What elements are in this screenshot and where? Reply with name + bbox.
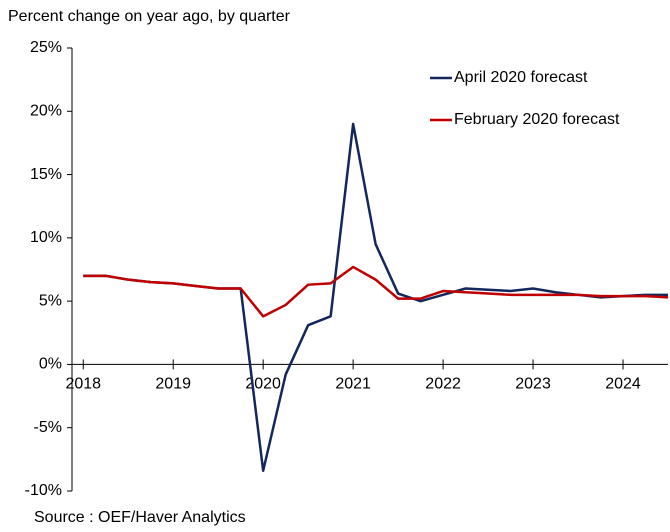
y-tick-label: 5%: [39, 292, 62, 309]
series-line: [83, 265, 669, 318]
y-tick-label: 0%: [39, 356, 62, 373]
x-tick-label: 2020: [245, 376, 281, 393]
y-tick-label: -5%: [34, 419, 62, 436]
x-tick-label: 2022: [425, 376, 461, 393]
x-tick-label: 2024: [605, 376, 641, 393]
chart-title: Percent change on year ago, by quarter: [8, 8, 291, 25]
x-tick-label: 2019: [155, 376, 191, 393]
x-tick-label: 2021: [335, 376, 371, 393]
y-tick-label: 10%: [30, 229, 62, 246]
legend-label: February 2020 forecast: [454, 111, 620, 128]
y-tick-label: 20%: [30, 103, 62, 120]
y-tick-label: 15%: [30, 166, 62, 183]
y-tick-label: -10%: [25, 482, 62, 499]
legend-label: April 2020 forecast: [454, 69, 588, 86]
source-note: Source : OEF/Haver Analytics: [34, 509, 246, 526]
x-tick-label: 2018: [65, 376, 101, 393]
series-line: [83, 122, 668, 472]
x-tick-label: 2023: [515, 376, 551, 393]
y-tick-label: 25%: [30, 39, 62, 56]
